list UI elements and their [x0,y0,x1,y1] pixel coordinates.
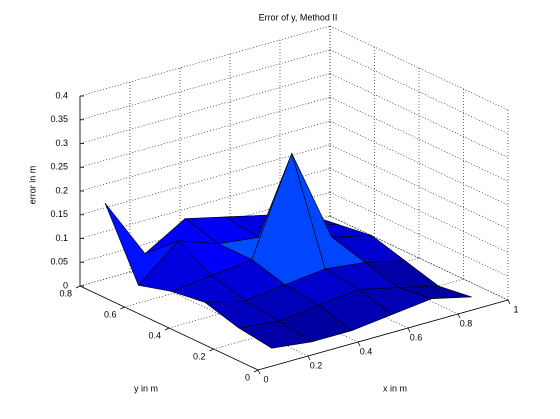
z-tick-label: 0.1 [55,233,68,243]
z-tick-label: 0.25 [50,162,68,172]
y-tick-label: 0.2 [193,351,206,361]
y-tick [209,348,214,352]
z-tick-label: 0.3 [55,138,68,148]
y-tick [75,285,81,289]
z-tick-label: 0 [63,280,68,290]
x-tick-label: 0.6 [410,332,423,342]
y-tick-label: 0.4 [148,330,161,340]
x-tick-label: 0.2 [310,360,323,370]
y-tick [120,306,125,310]
x-axis [257,299,509,371]
y-tick [253,369,259,373]
x-tick [507,299,511,305]
z-tick-label: 0.35 [50,114,68,124]
x-tick-label: 0.4 [360,346,373,356]
x-tick-label: 1 [513,304,518,314]
x-tick [457,313,461,319]
y-tick [164,327,170,331]
z-tick-label: 0.2 [55,185,68,195]
x-tick [307,355,311,361]
x-tick-label: 0 [263,374,268,384]
grid-line [79,73,331,144]
grid-line [79,49,331,121]
y-axis-label: y in m [134,383,158,393]
surface-face [237,320,313,349]
grid-line [79,96,331,168]
y-tick-label: 0.6 [104,309,117,319]
x-tick [257,369,261,375]
x-axis-label: x in m [383,383,407,393]
x-tick-label: 0.8 [460,318,473,328]
z-axis-label: error in m [27,166,37,205]
z-tick-label: 0.4 [55,90,68,100]
z-tick-label: 0.15 [50,209,68,219]
x-tick [407,327,411,333]
grid-line [79,25,331,97]
grid-line [79,144,331,216]
y-tick-label: 0 [245,372,250,382]
grid-line [79,120,331,192]
z-tick-label: 0.05 [50,257,68,267]
x-tick [357,341,361,347]
chart-title: Error of y, Method II [259,12,338,22]
y-tick-label: 0.8 [59,288,72,298]
